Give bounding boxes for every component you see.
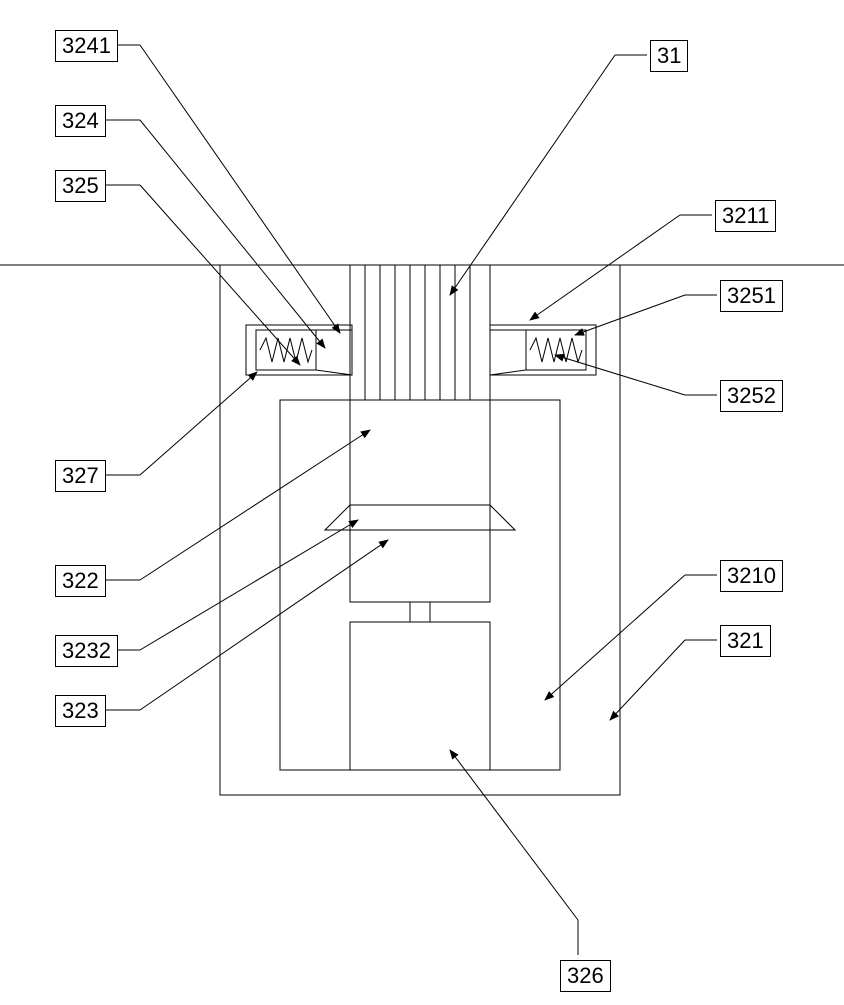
top-block [350,265,490,400]
diagram-svg [0,0,844,1000]
center-block [350,400,490,530]
label-3251: 3251 [720,280,783,312]
wedge-top [325,505,515,530]
label-3241: 3241 [55,30,118,62]
label-325: 325 [55,170,106,202]
label-3232: 3232 [55,635,118,667]
connector [410,602,430,622]
leader-lines [100,45,717,955]
label-321: 321 [720,625,771,657]
diagram-root: 3241 324 325 31 3211 3251 3252 327 322 3… [0,0,844,1000]
latch-left [246,325,352,375]
label-3211: 3211 [715,200,776,232]
label-327: 327 [55,460,106,492]
lower-block [350,622,490,770]
label-3210: 3210 [720,560,783,592]
label-322: 322 [55,565,106,597]
latch-right [490,325,596,375]
label-326: 326 [560,960,611,992]
top-hatching [365,265,470,400]
label-323: 323 [55,695,106,727]
wedge-stem [350,530,490,602]
label-324: 324 [55,105,106,137]
label-31: 31 [650,40,688,72]
label-3252: 3252 [720,380,783,412]
